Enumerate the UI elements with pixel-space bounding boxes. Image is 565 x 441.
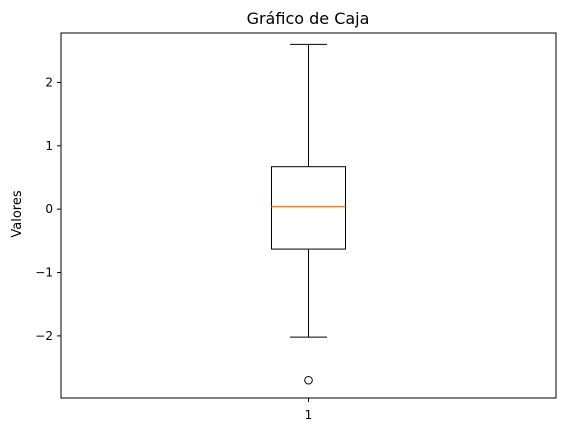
- chart-title: Gráfico de Caja: [247, 9, 370, 28]
- y-tick-label: 2: [45, 75, 53, 89]
- outlier-point: [304, 375, 313, 385]
- x-tick-label: 1: [305, 408, 313, 422]
- box-iqr: [271, 166, 346, 250]
- y-axis-label: Valores: [10, 190, 25, 237]
- plot-frame: [60, 32, 557, 399]
- y-tick-label: 1: [45, 139, 53, 153]
- y-tick-label: −1: [35, 266, 53, 280]
- y-tick-label: 0: [45, 202, 53, 216]
- plot-area: 2 1 0 −1 −2 1: [35, 43, 346, 422]
- y-tick-label: −2: [35, 329, 53, 343]
